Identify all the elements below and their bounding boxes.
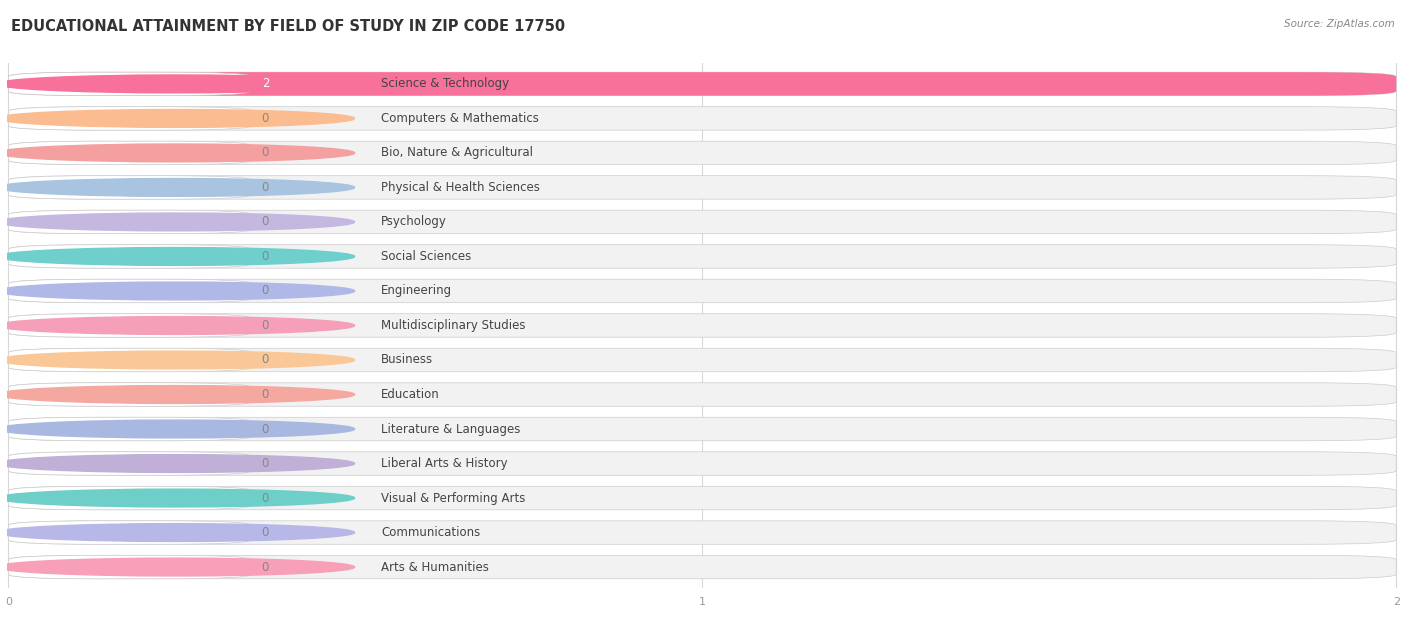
FancyBboxPatch shape (8, 176, 252, 199)
Text: Visual & Performing Arts: Visual & Performing Arts (381, 492, 526, 504)
FancyBboxPatch shape (8, 452, 1396, 475)
Circle shape (0, 489, 354, 507)
FancyBboxPatch shape (8, 176, 1396, 199)
FancyBboxPatch shape (8, 556, 1396, 579)
Text: 0: 0 (262, 423, 269, 435)
Text: 0: 0 (262, 147, 269, 159)
FancyBboxPatch shape (8, 72, 1396, 95)
Circle shape (0, 420, 354, 438)
FancyBboxPatch shape (8, 107, 252, 130)
Circle shape (0, 351, 354, 369)
FancyBboxPatch shape (8, 348, 1396, 372)
FancyBboxPatch shape (8, 72, 252, 95)
FancyBboxPatch shape (8, 383, 1396, 406)
Circle shape (0, 558, 354, 576)
FancyBboxPatch shape (8, 245, 1396, 268)
Text: Computers & Mathematics: Computers & Mathematics (381, 112, 538, 125)
Text: 0: 0 (262, 457, 269, 470)
Text: 0: 0 (262, 181, 269, 194)
FancyBboxPatch shape (8, 556, 252, 579)
FancyBboxPatch shape (8, 521, 1396, 544)
Circle shape (0, 454, 354, 473)
FancyBboxPatch shape (8, 210, 1396, 234)
Circle shape (0, 109, 354, 127)
Text: Physical & Health Sciences: Physical & Health Sciences (381, 181, 540, 194)
FancyBboxPatch shape (8, 486, 252, 510)
Text: Psychology: Psychology (381, 216, 447, 228)
FancyBboxPatch shape (8, 417, 252, 441)
Circle shape (0, 248, 354, 265)
FancyBboxPatch shape (8, 452, 252, 475)
Circle shape (0, 213, 354, 231)
Circle shape (0, 524, 354, 542)
Circle shape (0, 178, 354, 197)
Text: Engineering: Engineering (381, 284, 451, 298)
FancyBboxPatch shape (8, 141, 252, 165)
Text: 0: 0 (262, 284, 269, 298)
Text: 0: 0 (262, 250, 269, 263)
Text: Social Sciences: Social Sciences (381, 250, 471, 263)
FancyBboxPatch shape (8, 279, 252, 303)
Text: Multidisciplinary Studies: Multidisciplinary Studies (381, 319, 526, 332)
FancyBboxPatch shape (8, 313, 252, 337)
Circle shape (0, 386, 354, 403)
Circle shape (0, 317, 354, 334)
FancyBboxPatch shape (8, 313, 1396, 337)
Text: Communications: Communications (381, 526, 479, 539)
Text: EDUCATIONAL ATTAINMENT BY FIELD OF STUDY IN ZIP CODE 17750: EDUCATIONAL ATTAINMENT BY FIELD OF STUDY… (11, 19, 565, 34)
FancyBboxPatch shape (8, 107, 1396, 130)
Text: Source: ZipAtlas.com: Source: ZipAtlas.com (1284, 19, 1395, 29)
Text: 0: 0 (262, 216, 269, 228)
FancyBboxPatch shape (8, 521, 252, 544)
Circle shape (0, 75, 354, 93)
Text: 0: 0 (262, 112, 269, 125)
Circle shape (0, 282, 354, 300)
Text: Literature & Languages: Literature & Languages (381, 423, 520, 435)
Text: Arts & Humanities: Arts & Humanities (381, 561, 489, 574)
FancyBboxPatch shape (8, 383, 252, 406)
FancyBboxPatch shape (8, 141, 1396, 165)
Text: 0: 0 (262, 353, 269, 367)
FancyBboxPatch shape (8, 72, 1396, 95)
Text: 0: 0 (262, 526, 269, 539)
Text: Science & Technology: Science & Technology (381, 77, 509, 90)
Text: 0: 0 (262, 319, 269, 332)
Text: Bio, Nature & Agricultural: Bio, Nature & Agricultural (381, 147, 533, 159)
Circle shape (0, 144, 354, 162)
FancyBboxPatch shape (8, 486, 1396, 510)
Text: Education: Education (381, 388, 440, 401)
Text: Liberal Arts & History: Liberal Arts & History (381, 457, 508, 470)
FancyBboxPatch shape (8, 279, 1396, 303)
Text: 0: 0 (262, 492, 269, 504)
Text: Business: Business (381, 353, 433, 367)
Text: 2: 2 (262, 77, 269, 90)
Text: 0: 0 (262, 561, 269, 574)
FancyBboxPatch shape (8, 245, 252, 268)
FancyBboxPatch shape (8, 417, 1396, 441)
Text: 0: 0 (262, 388, 269, 401)
FancyBboxPatch shape (8, 210, 252, 234)
FancyBboxPatch shape (8, 348, 252, 372)
